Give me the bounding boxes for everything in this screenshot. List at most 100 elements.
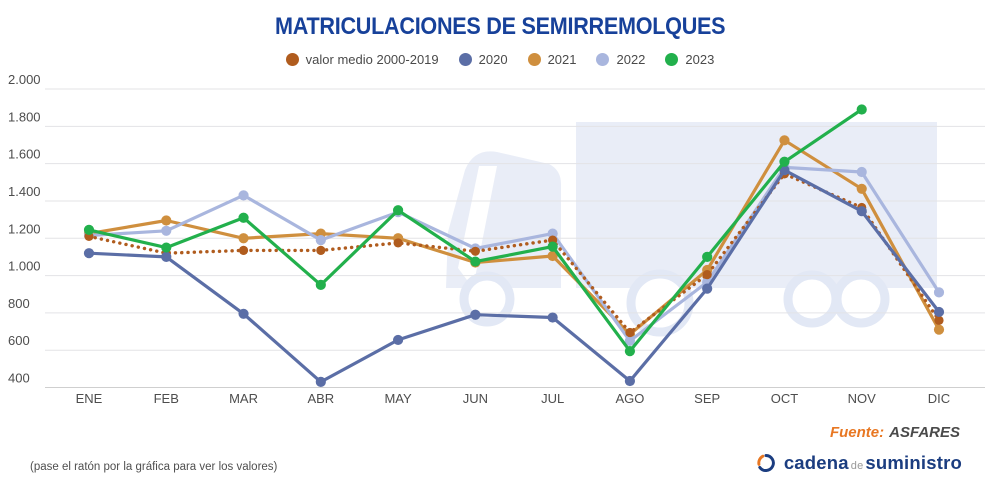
data-point[interactable]	[315, 279, 326, 290]
series-line-valor-medio-2000-2019	[87, 172, 941, 335]
y-axis-tick-label: 2.000	[8, 72, 41, 87]
y-axis-tick-label: 600	[8, 333, 30, 348]
data-point[interactable]	[624, 346, 636, 357]
logo-circular-arrows-icon	[757, 454, 775, 472]
data-point[interactable]	[547, 228, 558, 239]
logo-word-de: de	[850, 460, 864, 472]
data-point[interactable]	[161, 215, 172, 226]
logo-word-cadena: cadena	[783, 452, 849, 473]
y-axis-tick-label: 400	[8, 371, 30, 386]
data-point[interactable]	[856, 206, 867, 217]
x-axis-month-label: ABR	[307, 391, 334, 406]
data-point[interactable]	[625, 327, 635, 338]
data-point[interactable]	[393, 238, 403, 248]
x-axis-month-label: FEB	[154, 391, 179, 406]
x-axis-month-label: MAR	[229, 391, 258, 406]
legend-label: 2022	[616, 52, 646, 67]
y-axis-tick-label: 800	[8, 296, 30, 311]
logo-word-suministro: suministro	[865, 452, 962, 473]
data-point[interactable]	[315, 376, 326, 388]
data-point[interactable]	[624, 375, 636, 387]
data-point[interactable]	[161, 242, 172, 253]
data-point[interactable]	[933, 287, 945, 298]
data-point[interactable]	[238, 190, 249, 201]
legend-item-2021[interactable]: 2021	[527, 52, 577, 67]
legend-marker-icon	[527, 53, 541, 66]
source-credit: Fuente: ASFARES	[830, 424, 960, 441]
legend-item-valor-medio-2000-2019[interactable]: valor medio 2000-2019	[285, 52, 439, 67]
legend-item-2020[interactable]: 2020	[458, 52, 508, 67]
legend-label: 2020	[478, 52, 508, 67]
logo-text: cadena de suministro	[784, 452, 962, 474]
series-line-2021	[87, 138, 941, 336]
series-line-2020	[87, 168, 941, 384]
data-point[interactable]	[779, 156, 790, 167]
data-point[interactable]	[238, 233, 249, 244]
x-axis-month-label: JUL	[541, 391, 564, 406]
header: MATRICULACIONES DE SEMIRREMOLQUES	[0, 13, 1000, 41]
data-point[interactable]	[470, 246, 480, 256]
data-point[interactable]	[547, 250, 558, 262]
series-line-2022	[87, 165, 941, 343]
legend-label: 2021	[547, 52, 577, 67]
legend: valor medio 2000-2019 2020 2021 2022 2023	[0, 52, 1000, 67]
data-point[interactable]	[83, 248, 95, 259]
data-point[interactable]	[238, 212, 249, 223]
x-axis-month-label: SEP	[694, 391, 720, 406]
site-logo[interactable]: cadena de suministro	[755, 452, 962, 474]
data-point[interactable]	[624, 335, 636, 346]
legend-item-2022[interactable]: 2022	[596, 52, 645, 67]
data-point[interactable]	[933, 324, 945, 335]
legend-label: valor medio 2000-2019	[305, 52, 439, 67]
data-point[interactable]	[856, 104, 867, 115]
data-point[interactable]	[547, 312, 558, 323]
data-point[interactable]	[161, 251, 172, 263]
data-point[interactable]	[238, 245, 249, 255]
y-axis-tick-label: 1.800	[8, 109, 41, 124]
y-axis-tick-label: 1.200	[8, 221, 41, 236]
data-point[interactable]	[470, 256, 481, 267]
data-point[interactable]	[702, 251, 713, 263]
y-axis-tick-label: 1.600	[8, 147, 41, 162]
x-axis-month-label: MAY	[384, 391, 412, 406]
source-label: Fuente:	[829, 424, 885, 441]
legend-marker-icon	[285, 53, 299, 66]
data-point[interactable]	[933, 306, 945, 318]
data-point[interactable]	[315, 235, 326, 246]
series-2020	[83, 165, 945, 388]
x-axis-month-label: OCT	[771, 391, 799, 406]
data-point[interactable]	[470, 309, 481, 320]
x-axis-month-label: JUN	[463, 391, 488, 406]
data-point[interactable]	[934, 315, 944, 325]
y-axis-tick-label: 1.000	[8, 259, 41, 274]
data-point[interactable]	[238, 308, 249, 319]
data-point[interactable]	[161, 225, 172, 236]
data-point[interactable]	[547, 241, 558, 252]
x-axis-labels: ENE FEB MAR ABR MAY JUN JUL AGO SEP OCT NOV DIC	[76, 391, 951, 406]
data-point[interactable]	[392, 205, 404, 216]
source-name: ASFARES	[889, 424, 960, 441]
x-axis-month-label: DIC	[928, 391, 950, 406]
data-point[interactable]	[83, 224, 95, 235]
data-point[interactable]	[316, 245, 326, 255]
data-point[interactable]	[702, 270, 712, 280]
data-point[interactable]	[856, 166, 867, 178]
y-axis-tick-label: 1.400	[8, 184, 41, 199]
legend-marker-icon	[596, 53, 610, 66]
chart-title: MATRICULACIONES DE SEMIRREMOLQUES	[274, 13, 726, 40]
x-axis-month-label: NOV	[848, 391, 877, 406]
legend-marker-icon	[665, 53, 679, 66]
data-point[interactable]	[702, 283, 713, 294]
chart-series	[83, 104, 945, 388]
legend-label: 2023	[685, 52, 715, 67]
data-point[interactable]	[779, 165, 790, 176]
legend-item-2023[interactable]: 2023	[665, 52, 714, 67]
data-point[interactable]	[779, 135, 790, 146]
truck-watermark-icon	[446, 122, 937, 337]
data-point[interactable]	[856, 183, 867, 194]
data-point[interactable]	[392, 334, 404, 346]
gridlines: 400 600 800 1.000 1.200 1.400 1.600 1.800 2.000	[8, 72, 985, 388]
hover-note: (pase el ratón por la gráfica para ver l…	[30, 461, 278, 473]
series-2023	[83, 104, 867, 357]
